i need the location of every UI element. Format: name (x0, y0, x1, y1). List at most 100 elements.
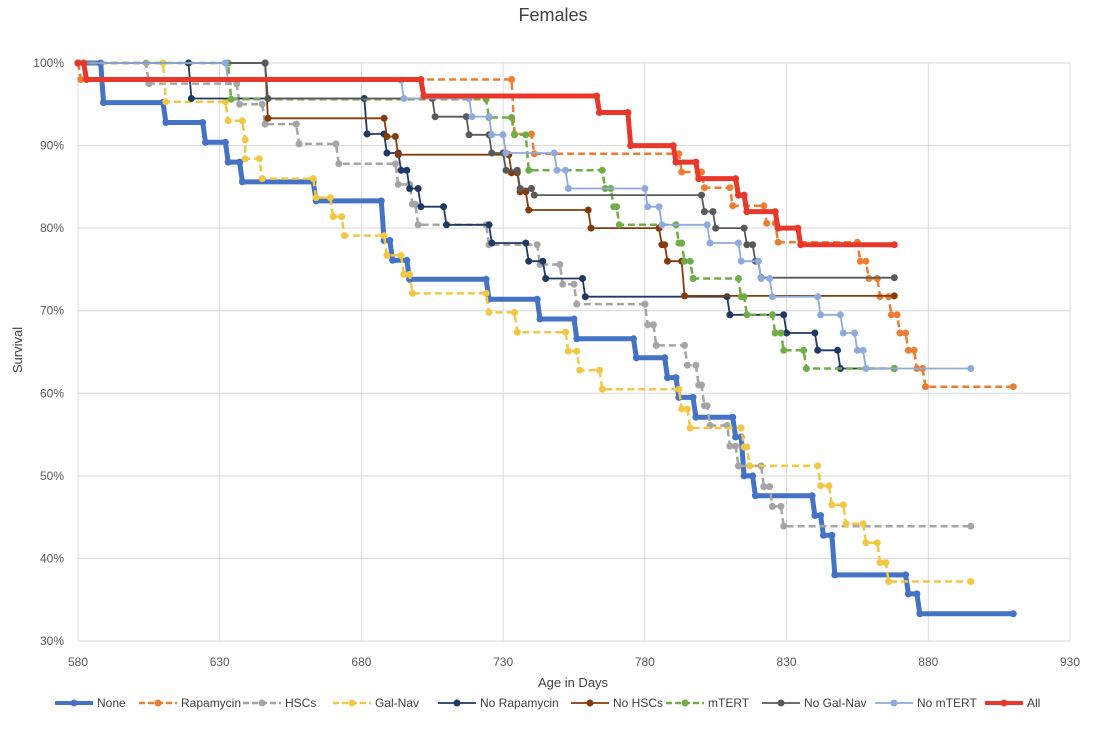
data-point (584, 206, 592, 214)
data-point (536, 315, 544, 323)
data-point (83, 76, 90, 83)
data-point (890, 274, 898, 282)
data-point (780, 311, 788, 319)
data-point (771, 329, 779, 337)
data-point (488, 131, 496, 139)
data-point (511, 131, 518, 139)
data-point (751, 492, 759, 500)
data-point (309, 175, 317, 183)
x-tick-label: 930 (1060, 655, 1080, 669)
legend-marker (348, 699, 356, 707)
data-point (508, 76, 516, 83)
data-point (1009, 610, 1017, 618)
data-point (749, 241, 757, 249)
data-point (862, 257, 870, 265)
data-point (406, 270, 414, 278)
data-point (910, 346, 918, 354)
data-point (732, 175, 740, 183)
data-point (522, 131, 530, 139)
data-point (340, 232, 348, 240)
series-line-mtert (78, 61, 895, 370)
data-point (740, 224, 748, 232)
data-point (876, 559, 884, 567)
data-point (502, 166, 510, 174)
data-point (743, 241, 751, 249)
data-point (329, 213, 337, 221)
data-point (922, 383, 929, 391)
data-point (513, 166, 521, 174)
data-point (397, 166, 405, 174)
data-point (627, 142, 635, 150)
data-point (885, 578, 893, 585)
y-tick-label: 60% (40, 386, 64, 400)
data-point (576, 366, 584, 374)
legend-label: No HSCs (613, 696, 663, 710)
data-point (672, 374, 680, 382)
legend-label: Rapamycin (181, 696, 241, 710)
y-tick-label: 40% (40, 551, 64, 565)
data-point (516, 185, 524, 192)
data-point (834, 346, 842, 354)
data-point (573, 300, 581, 308)
data-point (760, 202, 768, 210)
data-point (162, 119, 170, 126)
data-point (794, 224, 802, 232)
data-point (726, 184, 734, 192)
data-point (221, 98, 229, 106)
data-point (292, 120, 300, 128)
data-point (632, 354, 640, 362)
data-point (414, 221, 422, 229)
data-point (556, 261, 564, 268)
data-point (391, 133, 399, 140)
legend-marker (258, 699, 266, 707)
data-point (661, 354, 669, 362)
data-point (774, 238, 782, 246)
data-point (255, 155, 263, 163)
data-point (397, 251, 405, 259)
data-point (743, 443, 751, 451)
data-point (312, 194, 320, 202)
data-point (485, 308, 493, 316)
legend: None Rapamycin HSCs Gal-Nav No Rapamycin No H… (55, 696, 1040, 710)
legend-item-gal-nav: Gal-Nav (333, 696, 419, 710)
data-point (528, 185, 535, 192)
data-point (420, 92, 428, 100)
data-point (859, 520, 867, 528)
x-tick-label: 880 (918, 655, 938, 669)
data-point (264, 114, 272, 122)
data-point (406, 275, 414, 283)
data-point (740, 472, 748, 480)
legend-marker (890, 699, 898, 707)
legend-label: No Rapamycin (480, 696, 559, 710)
data-point (499, 131, 507, 139)
data-point (740, 191, 748, 199)
y-tick-label: 100% (33, 56, 64, 70)
series-line-gal-nav (78, 61, 971, 583)
legend-label: All (1027, 696, 1040, 710)
data-point (839, 501, 847, 509)
data-point (709, 208, 717, 216)
data-point (669, 142, 677, 150)
data-point (817, 311, 825, 319)
data-point (768, 502, 776, 510)
data-point (562, 328, 569, 336)
chart-title: Females (518, 5, 587, 25)
legend-label: None (97, 696, 126, 710)
data-point (740, 293, 748, 301)
data-point (641, 300, 649, 308)
data-point (700, 184, 708, 192)
legend-item-no-hscs: No HSCs (571, 696, 663, 710)
data-point (238, 117, 246, 125)
data-point (615, 221, 623, 229)
x-tick-label: 830 (777, 655, 797, 669)
data-point (533, 241, 541, 249)
data-point (391, 160, 399, 168)
data-point (683, 361, 691, 369)
data-point (967, 578, 975, 585)
data-point (414, 185, 422, 192)
legend-marker (777, 699, 785, 707)
data-point (221, 59, 229, 67)
data-point (598, 166, 606, 174)
data-point (839, 329, 847, 337)
